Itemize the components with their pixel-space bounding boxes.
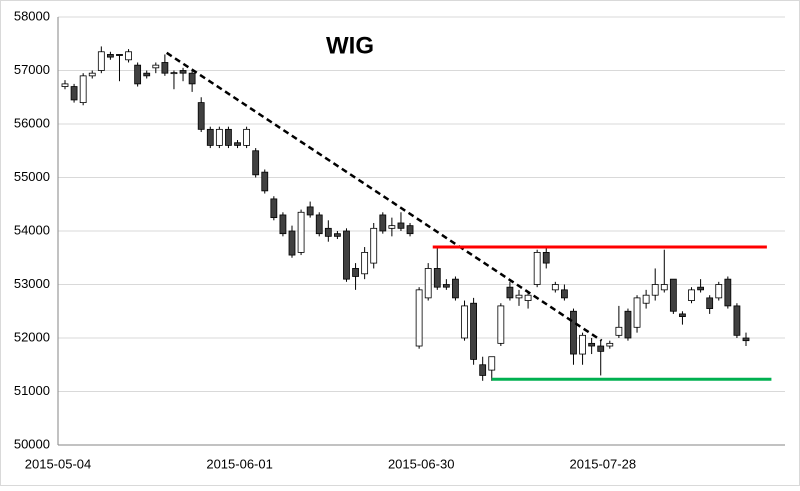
candle-body: [107, 54, 114, 58]
candle-body: [125, 51, 132, 61]
y-tick-label: 56000: [14, 115, 50, 130]
candle-body: [442, 284, 450, 288]
candle-body: [197, 102, 205, 130]
candle-body: [170, 72, 178, 75]
candle-body: [324, 227, 332, 237]
candle-body: [588, 342, 596, 347]
y-tick-label: 52000: [14, 329, 50, 344]
candle-body: [533, 251, 541, 285]
candle-body: [715, 284, 723, 299]
y-tick-label: 53000: [14, 276, 50, 291]
candle-body: [542, 251, 550, 264]
candle-body: [206, 128, 214, 146]
candle-body: [161, 62, 169, 74]
x-tick-label: 2015-06-01: [206, 456, 273, 471]
candle-body: [306, 206, 314, 216]
candle-body: [97, 51, 105, 71]
candle-body: [361, 251, 369, 275]
candle-body: [279, 214, 287, 235]
candle-body: [415, 289, 423, 347]
candle-body: [551, 284, 559, 291]
candle-body: [143, 72, 151, 77]
candle-body: [270, 198, 278, 219]
x-tick-label: 2015-06-30: [388, 456, 455, 471]
candle-body: [742, 337, 750, 342]
candle-body: [379, 214, 387, 232]
candle-body: [215, 128, 223, 146]
candle-body: [470, 302, 478, 360]
candle-body: [352, 268, 359, 277]
candle-body: [570, 310, 577, 355]
trend-line: [166, 51, 603, 342]
x-tick-label: 2015-05-04: [25, 456, 92, 471]
candle-body: [243, 128, 251, 146]
candle-body: [61, 83, 69, 87]
y-tick-label: 51000: [14, 383, 50, 398]
candle-body: [497, 305, 505, 344]
candle-body: [134, 64, 142, 85]
candle-body: [261, 171, 269, 192]
candle-body: [488, 356, 496, 371]
candle-body: [252, 150, 260, 176]
chart-title: WIG: [326, 32, 374, 59]
candle-body: [397, 222, 405, 229]
candle-body: [315, 214, 323, 235]
candle-body: [615, 326, 623, 336]
candle-body: [88, 72, 96, 77]
candle-body: [297, 211, 305, 253]
candle-body: [515, 294, 523, 299]
candle-body: [733, 305, 741, 336]
candle-body: [506, 286, 514, 299]
candle-body: [642, 294, 650, 304]
candle-body: [152, 64, 160, 69]
y-tick-label: 55000: [14, 169, 50, 184]
candle-body: [606, 342, 614, 347]
candle-body: [225, 128, 232, 146]
candle-body: [79, 75, 87, 103]
candle-body: [433, 268, 441, 288]
candle-body: [724, 278, 732, 307]
candle-body: [333, 233, 341, 237]
candle-body: [679, 313, 686, 317]
candle-body: [706, 297, 714, 309]
x-tick-label: 2015-07-28: [570, 456, 637, 471]
candle-body: [406, 225, 414, 235]
candle-body: [697, 286, 704, 291]
candle-body: [688, 289, 695, 301]
candle-body: [561, 289, 568, 299]
candle-body: [452, 278, 459, 299]
candle-body: [388, 225, 396, 229]
candle-body: [288, 230, 296, 256]
candle-body: [343, 230, 350, 280]
candle-body: [461, 305, 468, 339]
candle-body: [633, 297, 641, 328]
candle-body: [70, 86, 78, 101]
candle-body: [624, 310, 632, 339]
candle-body: [234, 142, 241, 146]
candle-body: [597, 345, 605, 352]
candle-body: [370, 227, 378, 264]
candle-body: [660, 284, 668, 291]
y-tick-label: 50000: [14, 436, 50, 451]
candle-body: [479, 364, 487, 376]
y-tick-label: 58000: [14, 8, 50, 23]
candle-body: [179, 70, 187, 74]
y-tick-label: 57000: [14, 62, 50, 77]
y-tick-label: 54000: [14, 222, 50, 237]
candle-body: [188, 72, 196, 85]
candle-body: [116, 54, 123, 56]
candle-body: [651, 284, 659, 296]
candle-body: [524, 294, 532, 301]
candle-body: [669, 278, 677, 312]
candle-body: [424, 268, 432, 299]
candle-body: [579, 334, 586, 355]
